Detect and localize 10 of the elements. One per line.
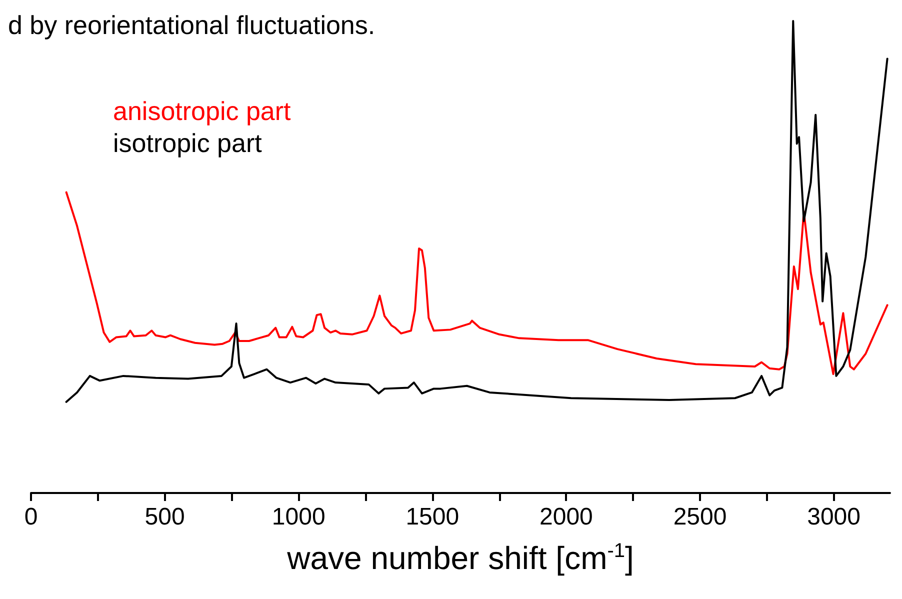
x-tick-label: 1500 [406, 504, 460, 530]
annotation: d by reorientational fluctuations. [8, 10, 376, 40]
x-tick-label: 3000 [807, 504, 860, 530]
x-tick-label: 0 [24, 504, 38, 530]
x-tick-label: 2000 [540, 504, 593, 530]
text: isotropic part [113, 128, 263, 158]
text: anisotropic part [113, 96, 292, 126]
x-tick-label: 1000 [272, 504, 326, 530]
x-tick-label: 500 [144, 504, 185, 530]
x-tick-label: 2500 [673, 504, 727, 530]
